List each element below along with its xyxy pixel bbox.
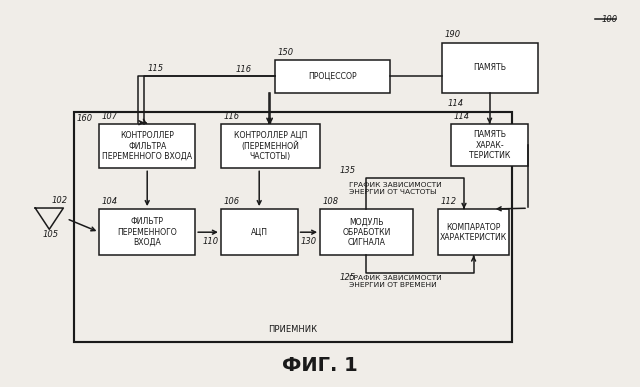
- Text: 116: 116: [223, 112, 239, 121]
- Text: ФИГ. 1: ФИГ. 1: [282, 356, 358, 375]
- Text: МОДУЛЬ
ОБРАБОТКИ
СИГНАЛА: МОДУЛЬ ОБРАБОТКИ СИГНАЛА: [342, 217, 390, 247]
- Text: ПАМЯТЬ: ПАМЯТЬ: [473, 63, 506, 72]
- Text: 115: 115: [147, 64, 163, 74]
- Text: 130: 130: [300, 237, 316, 246]
- Text: ГРАФИК ЗАВИСИМОСТИ
ЭНЕРГИИ ОТ ЧАСТОТЫ: ГРАФИК ЗАВИСИМОСТИ ЭНЕРГИИ ОТ ЧАСТОТЫ: [349, 182, 442, 195]
- Text: 100: 100: [602, 15, 618, 24]
- Text: 106: 106: [223, 197, 239, 206]
- Text: 114: 114: [448, 99, 464, 108]
- Text: 110: 110: [203, 237, 219, 246]
- Bar: [320, 209, 413, 255]
- Text: 125: 125: [339, 273, 355, 282]
- Bar: [221, 209, 298, 255]
- Bar: [451, 124, 528, 166]
- Text: 150: 150: [278, 48, 294, 57]
- Bar: [99, 124, 195, 168]
- Bar: [275, 60, 390, 93]
- Text: 108: 108: [323, 197, 339, 206]
- Text: ФИЛЬТР
ПЕРЕМЕННОГО
ВХОДА: ФИЛЬТР ПЕРЕМЕННОГО ВХОДА: [117, 217, 177, 247]
- Text: АЦП: АЦП: [251, 228, 268, 237]
- Text: 190: 190: [444, 31, 460, 39]
- Text: 102: 102: [52, 196, 68, 205]
- Text: 104: 104: [102, 197, 118, 206]
- Text: ГРАФИК ЗАВИСИМОСТИ
ЭНЕРГИИ ОТ ВРЕМЕНИ: ГРАФИК ЗАВИСИМОСТИ ЭНЕРГИИ ОТ ВРЕМЕНИ: [349, 275, 442, 288]
- Text: 107: 107: [102, 112, 118, 121]
- Text: ПАМЯТЬ
ХАРАК-
ТЕРИСТИК: ПАМЯТЬ ХАРАК- ТЕРИСТИК: [469, 130, 510, 160]
- Text: ПРОЦЕССОР: ПРОЦЕССОР: [308, 72, 357, 81]
- Text: 116: 116: [236, 65, 252, 74]
- Text: КОНТРОЛЛЕР АЦП
(ПЕРЕМЕННОЙ
ЧАСТОТЫ): КОНТРОЛЛЕР АЦП (ПЕРЕМЕННОЙ ЧАСТОТЫ): [234, 131, 307, 161]
- Text: КОНТРОЛЛЕР
ФИЛЬТРА
ПЕРЕМЕННОГО ВХОДА: КОНТРОЛЛЕР ФИЛЬТРА ПЕРЕМЕННОГО ВХОДА: [102, 131, 192, 161]
- Text: 114: 114: [454, 112, 470, 121]
- Bar: [442, 43, 538, 93]
- Bar: [74, 112, 512, 342]
- Text: 160: 160: [77, 114, 93, 123]
- Bar: [221, 124, 320, 168]
- Text: 105: 105: [43, 230, 59, 239]
- Bar: [438, 209, 509, 255]
- Text: КОМПАРАТОР
ХАРАКТЕРИСТИК: КОМПАРАТОР ХАРАКТЕРИСТИК: [440, 223, 508, 242]
- Bar: [99, 209, 195, 255]
- Text: ПРИЕМНИК: ПРИЕМНИК: [268, 325, 317, 334]
- Text: 112: 112: [441, 197, 457, 206]
- Text: 135: 135: [339, 166, 355, 175]
